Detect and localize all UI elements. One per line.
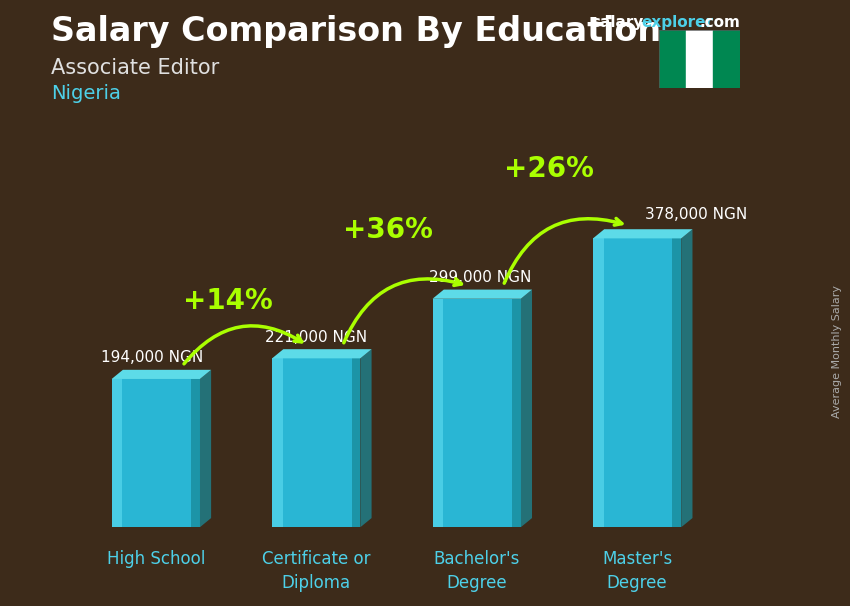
Text: Master's
Degree: Master's Degree [602, 550, 672, 591]
Polygon shape [521, 290, 532, 527]
Bar [686, 30, 712, 88]
Polygon shape [272, 349, 371, 358]
Text: 299,000 NGN: 299,000 NGN [428, 270, 531, 285]
Polygon shape [111, 370, 211, 379]
Polygon shape [593, 238, 604, 527]
Bar [659, 30, 686, 88]
Polygon shape [200, 370, 211, 527]
Polygon shape [111, 379, 122, 527]
Polygon shape [191, 379, 200, 527]
Text: Certificate or
Diploma: Certificate or Diploma [262, 550, 371, 591]
Text: .com: .com [700, 15, 740, 30]
Polygon shape [512, 299, 521, 527]
Text: 194,000 NGN: 194,000 NGN [101, 350, 203, 365]
Polygon shape [433, 290, 532, 299]
Text: +14%: +14% [183, 287, 273, 315]
Polygon shape [272, 358, 360, 527]
Polygon shape [111, 379, 200, 527]
Text: salary: salary [591, 15, 643, 30]
Polygon shape [593, 229, 693, 238]
Text: explorer: explorer [642, 15, 714, 30]
Text: Salary Comparison By Education: Salary Comparison By Education [51, 15, 661, 48]
Polygon shape [433, 299, 443, 527]
Text: High School: High School [106, 550, 205, 568]
Text: Bachelor's
Degree: Bachelor's Degree [434, 550, 520, 591]
Bar [712, 30, 740, 88]
Polygon shape [681, 229, 693, 527]
Text: +26%: +26% [504, 155, 594, 183]
Text: Associate Editor: Associate Editor [51, 58, 219, 78]
Text: Average Monthly Salary: Average Monthly Salary [832, 285, 842, 418]
Polygon shape [672, 238, 681, 527]
Polygon shape [593, 238, 681, 527]
Polygon shape [360, 349, 371, 527]
Polygon shape [272, 358, 283, 527]
Polygon shape [433, 299, 521, 527]
Text: 378,000 NGN: 378,000 NGN [645, 207, 747, 222]
Text: +36%: +36% [343, 216, 434, 244]
Polygon shape [352, 358, 360, 527]
Text: Nigeria: Nigeria [51, 84, 121, 102]
Text: 221,000 NGN: 221,000 NGN [265, 330, 367, 345]
